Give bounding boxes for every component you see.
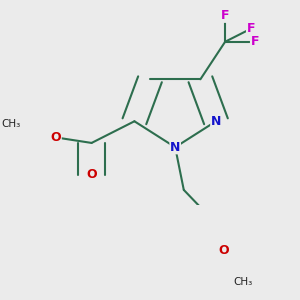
Text: CH₃: CH₃ [234,277,253,287]
Text: F: F [250,35,259,48]
Text: O: O [219,244,230,257]
Text: CH₃: CH₃ [1,119,20,129]
Text: F: F [221,9,230,22]
Text: F: F [247,22,255,35]
Text: N: N [170,141,180,154]
Text: O: O [86,168,97,181]
Text: O: O [50,131,61,144]
Text: N: N [211,115,221,128]
